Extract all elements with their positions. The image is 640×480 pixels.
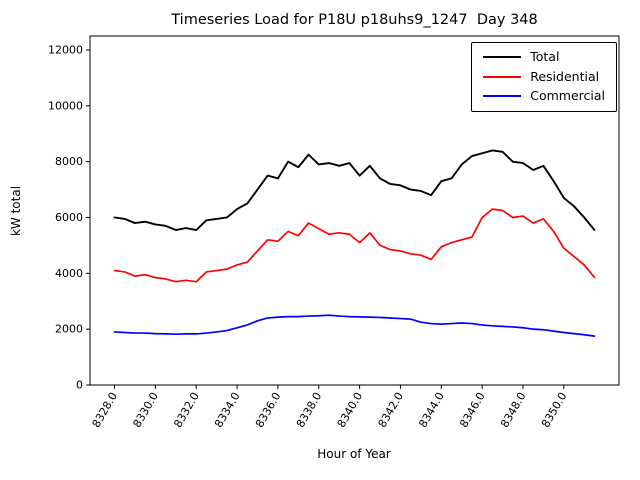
series-line-residential: [113, 208, 596, 283]
chart-title: Timeseries Load for P18U p18uhs9_1247 Da…: [171, 12, 538, 28]
legend-label: Commercial: [530, 88, 605, 103]
x-tick-label: 8350.0: [539, 390, 570, 430]
x-tick-label: 8332.0: [171, 390, 202, 430]
plot-border: [89, 35, 620, 386]
x-axis-label: Hour of Year: [317, 447, 391, 461]
x-tick-label: 8346.0: [457, 390, 488, 430]
series-line-total: [113, 149, 596, 231]
x-tick-label: 8348.0: [498, 390, 529, 430]
x-tick-label: 8344.0: [416, 390, 447, 430]
y-tick-label: 6000: [55, 211, 83, 224]
legend-line-swatch: [483, 75, 522, 78]
x-tick-label: 8328.0: [90, 390, 121, 430]
legend-line-swatch: [483, 95, 522, 98]
y-tick-label: 0: [76, 379, 83, 392]
legend-item-total: Total: [483, 49, 605, 64]
x-tick-label: 8334.0: [212, 390, 243, 430]
y-axis-label: kW total: [9, 186, 23, 236]
series-line-commercial: [113, 314, 596, 337]
legend-item-residential: Residential: [483, 68, 605, 84]
legend-label: Residential: [530, 68, 600, 84]
y-tick-label: 4000: [55, 267, 83, 280]
x-tick-label: 8342.0: [376, 390, 407, 430]
legend-line-swatch: [483, 56, 522, 59]
x-tick-label: 8336.0: [253, 390, 284, 430]
y-tick-label: 10000: [48, 99, 83, 112]
legend-label: Total: [530, 49, 560, 64]
x-tick-label: 8338.0: [294, 390, 325, 430]
y-tick-label: 8000: [55, 155, 83, 168]
x-tick-label: 8340.0: [335, 390, 366, 430]
legend: Total Residential Commercial: [471, 42, 617, 112]
x-tick-label: 8330.0: [130, 390, 161, 430]
series-layer: [113, 149, 596, 337]
y-tick-label: 12000: [48, 43, 83, 56]
y-tick-label: 2000: [55, 323, 83, 336]
legend-item-commercial: Commercial: [483, 88, 605, 103]
